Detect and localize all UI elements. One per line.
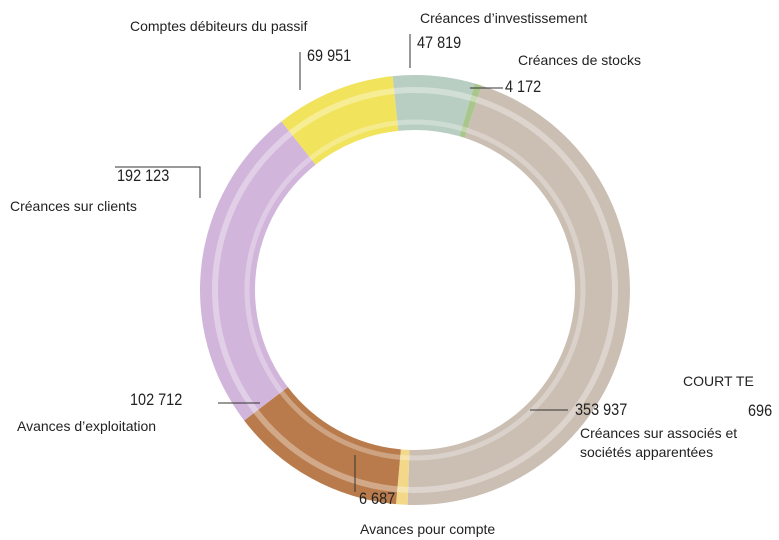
annotation: COURT TE	[683, 373, 754, 389]
label: Créances de stocks	[518, 52, 641, 68]
value-label: 4 172	[505, 77, 542, 96]
donut-segment	[407, 85, 631, 505]
donut-segment	[395, 449, 410, 505]
value-label: 6 687	[359, 489, 396, 508]
sheen	[244, 119, 586, 461]
label: Comptes débiteurs du passif	[130, 18, 308, 34]
donut-segment	[281, 76, 399, 165]
annotation: 696	[748, 401, 773, 420]
value-label: 69 951	[307, 46, 352, 65]
value-label: 47 819	[417, 33, 462, 52]
leader-line	[115, 166, 201, 198]
donut-segment	[244, 387, 401, 505]
label: Créances d’investissement	[420, 10, 588, 26]
label: Créances sur associés et sociétés appare…	[580, 425, 738, 460]
donut	[199, 74, 631, 505]
label: Avances pour compte	[360, 521, 496, 537]
donut-segment	[199, 121, 316, 421]
donut-segment	[392, 74, 475, 137]
value-label: 353 937	[575, 400, 628, 419]
sheen	[212, 87, 618, 493]
value-label: 192 123	[117, 166, 170, 185]
label: Avances d’exploitation	[17, 418, 157, 434]
donut-segment	[459, 83, 482, 138]
label: Créances sur clients	[10, 198, 137, 214]
value-label: 102 712	[130, 390, 183, 409]
